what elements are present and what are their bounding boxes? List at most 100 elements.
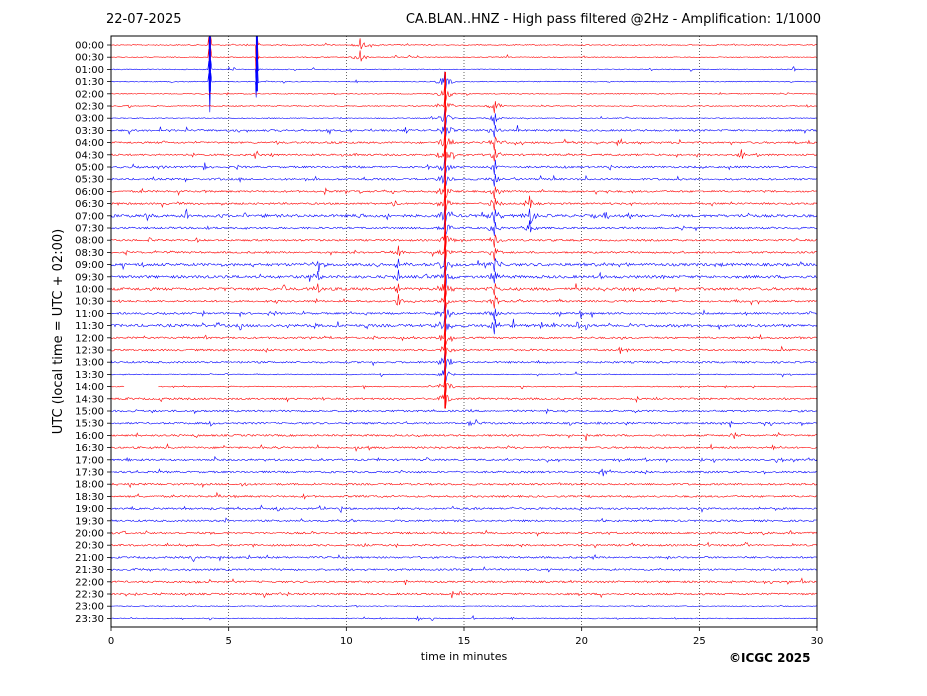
y-tick-label: 22:30 [75, 590, 104, 601]
trace-1600 [110, 431, 818, 441]
y-tick-label: 02:30 [75, 102, 104, 113]
y-tick-label: 12:30 [75, 346, 104, 357]
trace-2300 [110, 604, 818, 608]
trace-1300 [110, 351, 818, 369]
x-tick-label: 30 [811, 636, 824, 647]
trace-1630 [110, 443, 818, 452]
y-tick-label: 16:30 [75, 443, 104, 454]
y-tick-label: 16:00 [75, 431, 104, 442]
y-tick-label: 04:00 [75, 138, 104, 149]
y-tick-label: 07:00 [75, 211, 104, 222]
trace-0230 [110, 96, 818, 114]
trace-0300 [110, 108, 818, 126]
y-tick-label: 05:30 [75, 175, 104, 186]
x-tick-label: 25 [693, 636, 706, 647]
trace-2200 [110, 577, 818, 585]
y-tick-label: 03:30 [75, 126, 104, 137]
trace-1000 [110, 279, 818, 297]
trace-1930 [110, 517, 817, 523]
y-tick-label: 23:30 [75, 614, 104, 625]
y-tick-label: 01:30 [75, 77, 104, 88]
y-tick-label: 13:30 [75, 370, 104, 381]
x-tick-label: 20 [575, 636, 588, 647]
copyright-label: ©ICGC 2025 [729, 651, 811, 665]
trace-1130 [110, 314, 818, 335]
y-tick-label: 14:30 [75, 394, 104, 405]
trace-0430 [110, 144, 818, 162]
y-tick-label: 15:30 [75, 419, 104, 430]
trace-1700 [110, 455, 818, 464]
trace-1200 [110, 327, 818, 346]
y-tick-label: 21:00 [75, 553, 104, 564]
trace-1730 [110, 468, 818, 477]
trace-0030 [110, 36, 818, 89]
y-tick-label: 08:30 [75, 248, 104, 259]
trace-0500 [110, 156, 818, 175]
y-tick-label: 20:00 [75, 529, 104, 540]
trace-0530 [110, 169, 818, 187]
trace-1430 [110, 388, 818, 406]
chart-title: CA.BLAN..HNZ - High pass filtered @2Hz -… [405, 12, 821, 27]
y-tick-label: 05:00 [75, 163, 104, 174]
x-tick-label: 5 [225, 636, 231, 647]
trace-0800 [110, 230, 818, 248]
trace-1330 [110, 363, 817, 382]
y-tick-label: 06:30 [75, 199, 104, 210]
trace-2000 [110, 529, 818, 537]
trace-0900 [110, 253, 818, 273]
y-tick-label: 01:00 [75, 65, 104, 76]
trace-2130 [110, 566, 818, 573]
y-tick-label: 13:00 [75, 358, 104, 369]
trace-1500 [110, 408, 818, 415]
seismic-traces [110, 36, 818, 622]
trace-0830 [110, 242, 817, 261]
trace-0330 [110, 120, 818, 138]
y-tick-label: 22:00 [75, 577, 104, 588]
trace-1800 [111, 482, 818, 489]
y-tick-label: 03:00 [75, 114, 104, 125]
trace-0200 [110, 83, 818, 102]
y-tick-label: 11:30 [75, 321, 104, 332]
trace-0000 [110, 36, 817, 76]
y-tick-label: 02:00 [75, 89, 104, 100]
trace-1530 [110, 418, 818, 428]
x-tick-label: 15 [458, 636, 471, 647]
y-tick-label: 21:30 [75, 565, 104, 576]
trace-0600 [110, 180, 818, 200]
trace-0700 [110, 204, 818, 225]
trace-1830 [110, 491, 817, 500]
plot-frame [110, 35, 818, 628]
y-tick-label: 00:30 [75, 53, 104, 64]
x-tick-label: 0 [108, 636, 114, 647]
trace-1900 [110, 504, 818, 514]
y-tick-label: 15:00 [75, 407, 104, 418]
y-tick-label: 08:00 [75, 236, 104, 247]
date-label: 22-07-2025 [106, 12, 182, 27]
trace-0730 [110, 217, 818, 236]
y-tick-label: 20:30 [75, 541, 104, 552]
y-tick-label: 06:00 [75, 187, 104, 198]
y-tick-label: 19:30 [75, 516, 104, 527]
grid-lines [228, 36, 700, 627]
trace-1230 [110, 338, 818, 357]
y-tick-label: 07:30 [75, 224, 104, 235]
y-tick-label: 17:00 [75, 455, 104, 466]
trace-0930 [110, 265, 818, 289]
y-tick-label: 19:00 [75, 504, 104, 515]
trace-1400 [110, 376, 818, 394]
y-tick-label: 00:00 [75, 41, 104, 52]
trace-2100 [110, 554, 818, 563]
trace-0630 [110, 192, 818, 212]
trace-1030 [110, 290, 818, 309]
trace-2030 [110, 541, 818, 549]
y-tick-label: 18:00 [75, 480, 104, 491]
y-tick-label: 12:00 [75, 333, 104, 344]
y-tick-label: 10:00 [75, 285, 104, 296]
y-tick-label: 11:00 [75, 309, 104, 320]
trace-0400 [110, 131, 818, 151]
x-axis: 0 5 10 15 20 25 30 [108, 627, 824, 647]
trace-0100 [110, 46, 818, 101]
y-tick-label: 14:00 [75, 382, 104, 393]
